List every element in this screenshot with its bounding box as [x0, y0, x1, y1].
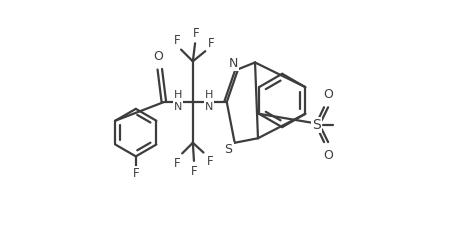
Text: O: O	[324, 88, 334, 101]
Text: S: S	[224, 143, 233, 156]
Text: O: O	[324, 149, 334, 162]
Text: F: F	[193, 27, 199, 40]
Text: F: F	[191, 165, 197, 178]
Text: H
N: H N	[174, 90, 182, 112]
Text: N: N	[229, 57, 238, 70]
Text: F: F	[207, 37, 214, 50]
Text: F: F	[207, 155, 213, 168]
Text: F: F	[132, 167, 139, 180]
Text: O: O	[154, 50, 163, 63]
Text: F: F	[174, 34, 180, 47]
Text: F: F	[174, 157, 180, 170]
Text: S: S	[312, 118, 321, 132]
Text: H
N: H N	[205, 90, 213, 112]
